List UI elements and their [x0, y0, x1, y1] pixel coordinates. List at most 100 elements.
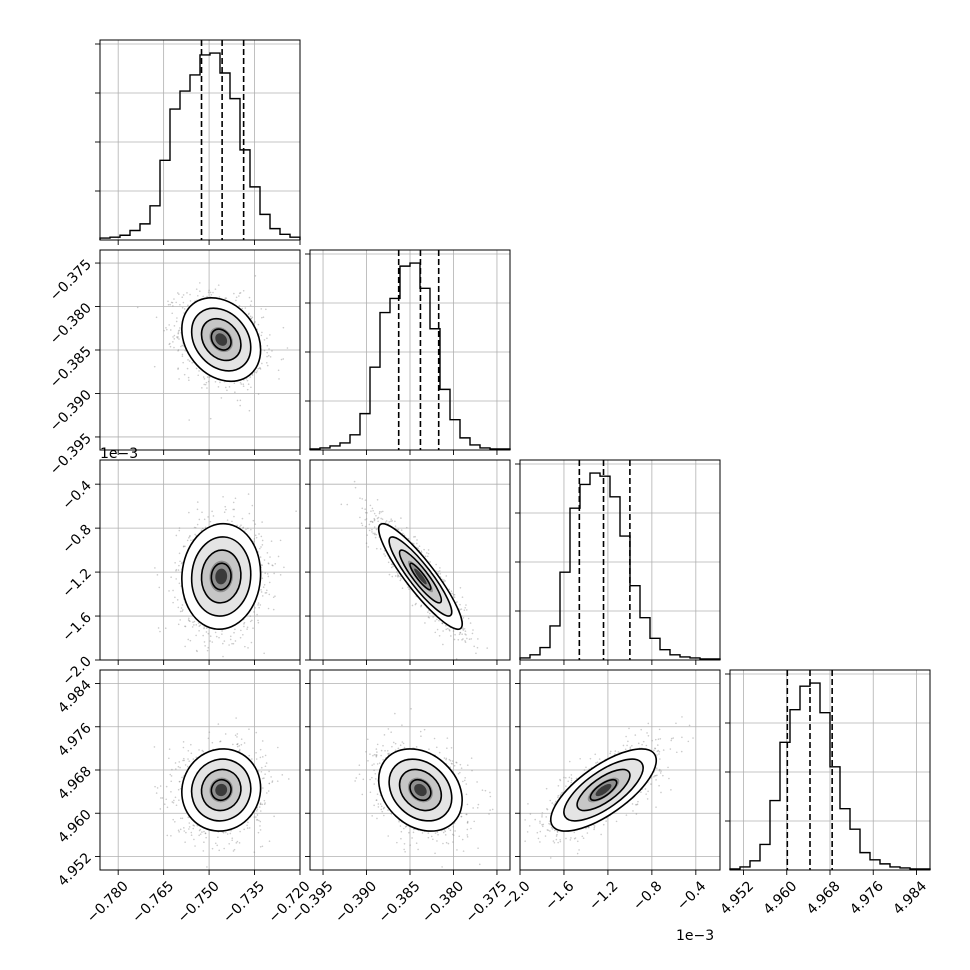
scatter-point [263, 339, 266, 341]
scatter-point [156, 574, 159, 576]
scatter-point [255, 536, 258, 539]
scatter-point [266, 552, 269, 554]
scatter-point [265, 308, 267, 311]
histogram-line [99, 52, 301, 240]
scatter-point [264, 572, 267, 575]
scatter-point [168, 324, 170, 326]
scatter-point [261, 539, 264, 542]
scatter-point [264, 802, 266, 804]
scatter-point [441, 622, 444, 625]
scatter-point [385, 520, 388, 522]
scatter-point [462, 617, 465, 619]
scatter-point [223, 847, 225, 850]
scatter-point [203, 383, 206, 386]
scatter-point [173, 325, 176, 327]
scatter-point [453, 638, 456, 641]
scatter-point [391, 575, 394, 578]
scatter-point [420, 605, 422, 608]
scatter-point [259, 845, 262, 848]
scatter-point [256, 613, 258, 616]
scatter-point [361, 507, 364, 510]
scatter-point [166, 834, 169, 837]
scatter-point [208, 376, 211, 378]
scatter-point [379, 548, 382, 550]
scatter-point [269, 356, 272, 358]
scatter-point [272, 608, 275, 611]
scatter-point [443, 579, 445, 581]
scatter-point [465, 609, 468, 611]
scatter-point [420, 604, 423, 607]
scatter-point [453, 596, 456, 599]
scatter-point [427, 549, 430, 551]
scatter-point [190, 539, 192, 542]
scatter-point [394, 525, 397, 527]
scatter-point [272, 564, 274, 567]
scatter-point [155, 316, 158, 319]
scatter-point [257, 393, 260, 395]
scatter-point [268, 782, 271, 785]
scatter-point [174, 561, 176, 564]
scatter-point [174, 596, 176, 599]
scatter-point [243, 828, 245, 831]
scatter-point [451, 592, 454, 595]
scatter-point [390, 566, 393, 569]
scatter-point [261, 577, 264, 580]
scatter-point [203, 378, 206, 380]
scatter-point [246, 628, 248, 630]
scatter-point [184, 625, 186, 628]
scatter-point [266, 573, 269, 575]
scatter-point [456, 601, 458, 603]
scatter-point [203, 518, 206, 521]
scatter-point [259, 825, 261, 827]
scatter-point [364, 499, 367, 501]
scatter-point [193, 620, 196, 623]
scatter-point [435, 563, 437, 566]
scatter-point [243, 621, 246, 624]
scatter-point [438, 619, 440, 622]
scatter-point [197, 294, 199, 297]
scatter-point [198, 282, 201, 284]
scatter-point [203, 841, 205, 844]
scatter-point [360, 522, 363, 525]
scatter-point [202, 527, 204, 530]
contour-line [388, 536, 453, 617]
scatter-point [252, 519, 255, 522]
scatter-point [251, 758, 253, 760]
scatter-point [471, 632, 474, 635]
scatter-point [445, 624, 447, 627]
scatter-point [203, 641, 206, 643]
scatter-point [286, 347, 289, 349]
scatter-point [172, 341, 174, 343]
scatter-point [153, 365, 156, 368]
scatter-point [380, 511, 383, 513]
scatter-point [179, 560, 181, 563]
scatter-point [236, 733, 239, 735]
scatter-point [210, 293, 213, 296]
scatter-point [259, 803, 262, 806]
scatter-point [202, 750, 205, 753]
scatter-point [432, 616, 434, 618]
scatter-point [361, 524, 364, 527]
scatter-point [263, 559, 266, 561]
scatter-point [257, 619, 259, 622]
scatter-point [441, 622, 444, 624]
scatter-point [402, 532, 404, 535]
scatter-point [256, 814, 259, 816]
scatter-point [236, 745, 239, 748]
scatter-point [259, 556, 262, 558]
scatter-point [464, 640, 466, 642]
scatter-point [178, 527, 181, 529]
scatter-point [477, 638, 479, 640]
scatter-point [226, 519, 229, 521]
scatter-point [181, 610, 183, 612]
scatter-point [280, 358, 283, 361]
scatter-point [407, 537, 410, 540]
scatter-point [397, 573, 399, 575]
scatter-point [184, 645, 186, 648]
scatter-point [414, 603, 417, 606]
scatter-point [212, 291, 214, 294]
scatter-point [177, 623, 180, 626]
grid-lines [100, 40, 930, 870]
scatter-point [206, 649, 209, 652]
scatter-point [249, 615, 252, 617]
